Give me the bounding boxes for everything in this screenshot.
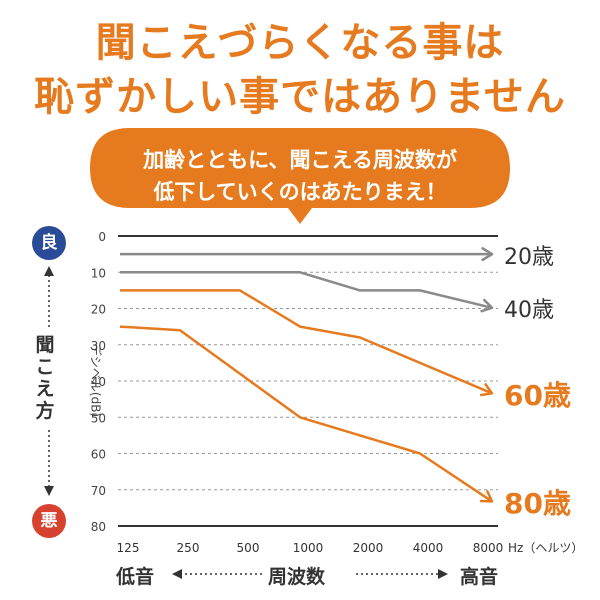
down-arrow-icon xyxy=(44,486,54,496)
series-line-4 xyxy=(119,325,493,503)
series-arrowhead xyxy=(479,490,494,503)
series-label-4: 80歳 xyxy=(504,486,571,520)
series-line-3 xyxy=(120,289,493,395)
y-tick-label: 80 xyxy=(91,520,106,534)
up-arrow-icon xyxy=(44,266,54,276)
x-tick-label: 250 xyxy=(177,541,200,555)
series-arrowhead xyxy=(480,298,494,313)
side-label-char-2: こ xyxy=(35,356,55,378)
series-label-1: 20歳 xyxy=(504,244,554,270)
bad-badge: 悪 xyxy=(32,504,66,538)
series-line-2 xyxy=(120,271,493,310)
x-tick-label: 8000 xyxy=(473,541,504,555)
x-tick-labels: 125 250 500 1000 2000 4000 8000 xyxy=(117,541,504,555)
bubble-line-2: 低下していくのはあたりまえ！ xyxy=(153,180,447,204)
good-badge: 良 xyxy=(32,226,66,260)
x-tick-label: 2000 xyxy=(353,541,384,555)
side-label-char-3: え xyxy=(35,378,55,400)
x-tick-label: 1000 xyxy=(293,541,324,555)
y-tick-label: 10 xyxy=(91,266,106,280)
bubble-line-1: 加齢とともに、聞こえる周波数が xyxy=(143,148,457,172)
series-lines xyxy=(119,247,494,503)
x-tick-label: 125 xyxy=(117,541,140,555)
y-tick-label: 50 xyxy=(91,411,106,425)
series-label-3: 60歳 xyxy=(504,378,571,412)
axis-arrows xyxy=(44,266,448,579)
y-tick-label: 70 xyxy=(91,484,106,498)
high-pitch-label: 高音 xyxy=(460,566,499,588)
side-label-char-1: 聞 xyxy=(35,334,55,356)
headline-line-2: 恥ずかしい事ではありません xyxy=(34,74,566,120)
y-tick-label: 20 xyxy=(91,303,106,317)
x-tick-label: 500 xyxy=(237,541,260,555)
frequency-label: 周波数 xyxy=(268,566,326,588)
series-label-2: 40歳 xyxy=(504,298,554,324)
speech-bubble xyxy=(90,128,510,224)
hz-unit-label: Hz（ヘルツ） xyxy=(508,541,584,555)
side-label-char-4: 方 xyxy=(35,400,55,422)
right-arrow-icon xyxy=(438,569,448,579)
y-tick-label: 0 xyxy=(98,230,106,244)
x-tick-label: 4000 xyxy=(413,541,444,555)
y-tick-label: 40 xyxy=(91,375,106,389)
series-arrowhead xyxy=(481,247,494,262)
y-tick-label: 30 xyxy=(91,339,106,353)
grid-lines xyxy=(118,235,498,527)
y-tick-labels: 0 10 20 30 40 50 60 70 80 xyxy=(91,230,106,534)
headline-line-1: 聞こえづらくなる事は xyxy=(95,20,505,66)
left-arrow-icon xyxy=(172,569,182,579)
series-arrowhead xyxy=(479,383,494,397)
low-pitch-label: 低音 xyxy=(116,566,155,588)
y-tick-label: 60 xyxy=(91,448,106,462)
db-axis-label: デシベル(dB) xyxy=(88,343,103,418)
